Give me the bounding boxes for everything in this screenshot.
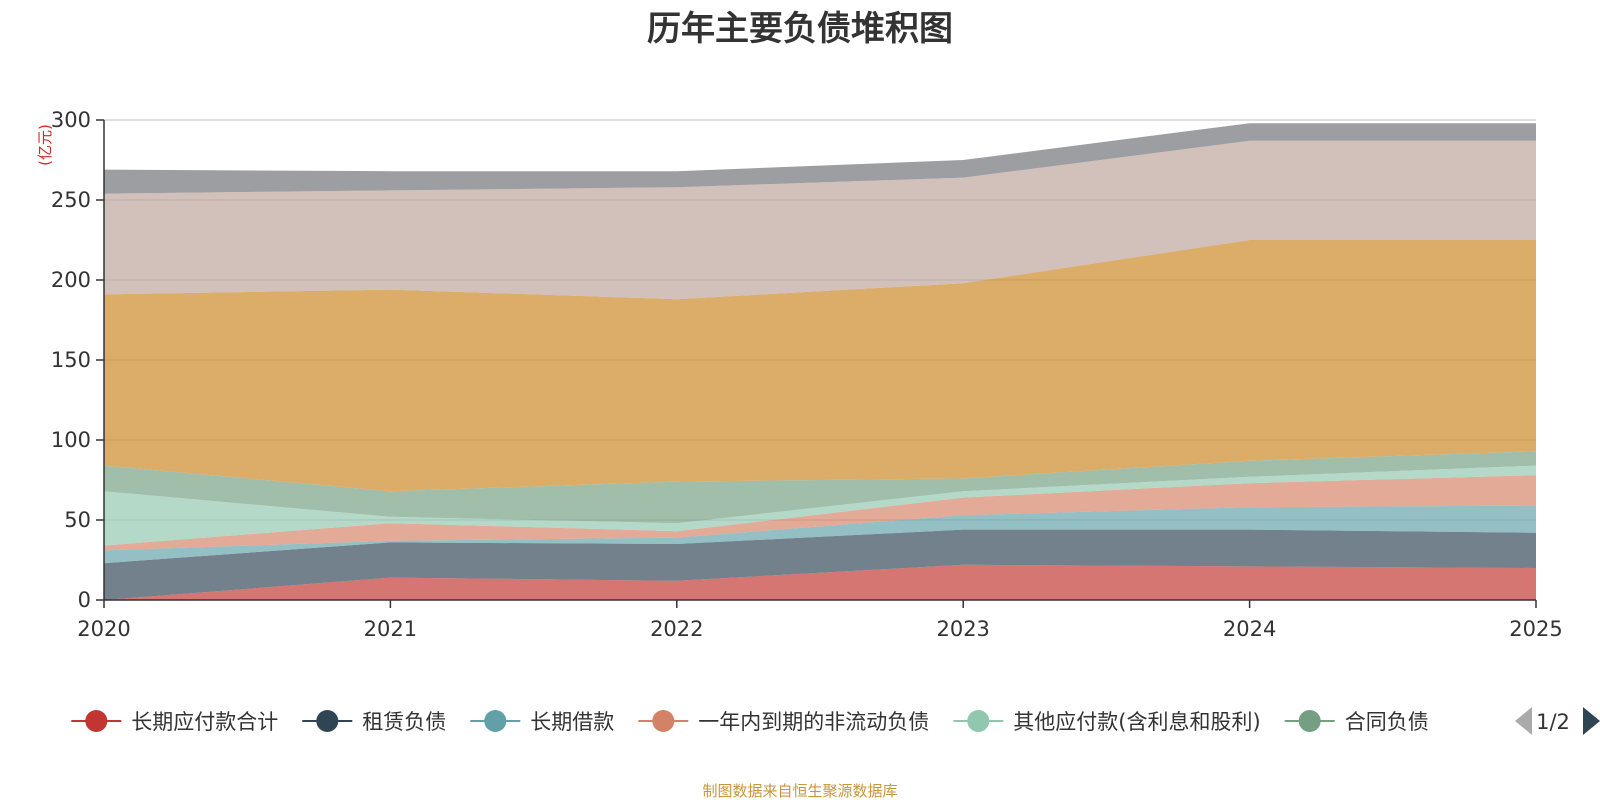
x-tick-label: 2023 [936,617,989,641]
legend-label: 其他应付款(含利息和股利) [1013,710,1260,734]
y-tick-label: 200 [51,268,91,292]
legend-label: 长期应付款合计 [131,710,278,734]
x-tick-label: 2022 [650,617,703,641]
area-一年内到期的非流动负债[interactable] [104,475,1536,551]
y-tick-label: 300 [51,108,91,132]
legend-item[interactable]: 长期应付款合计 [71,710,278,734]
legend-page-indicator: 1/2 [1536,710,1570,734]
legend-label: 一年内到期的非流动负债 [698,710,929,734]
legend-item[interactable]: 合同负债 [1284,710,1429,734]
legend-label: 租赁负债 [362,710,446,734]
axes: 0 50 100 150 200 250 300 2020 2021 2022 2023 2024 20… [51,108,1563,641]
legend-marker-icon [85,710,108,732]
legend: 长期应付款合计 租赁负债 长期借款 一年内到期的非流动负债 其他应付款(含利息和股利) 合… [71,710,1429,734]
area-租赁负债[interactable] [104,529,1536,600]
legend-label: 长期借款 [530,710,614,734]
x-tick-label: 2020 [77,617,130,641]
legend-marker-icon [316,710,339,732]
area-长期应付款合计[interactable] [104,564,1536,600]
legend-pager: 1/2 [1515,707,1600,735]
legend-marker-icon [652,710,675,732]
area-合同负债[interactable] [104,451,1536,524]
y-tick-label: 100 [51,428,91,452]
legend-prev-page-icon[interactable] [1515,707,1532,735]
x-tick-label: 2021 [364,617,417,641]
legend-item[interactable]: 租赁负债 [302,710,446,734]
y-tick-label: 150 [51,348,91,372]
area-series [104,123,1536,600]
chart-title: 历年主要负债堆积图 [647,9,953,49]
legend-item[interactable]: 其他应付款(含利息和股利) [953,710,1261,734]
data-source-note: 制图数据来自恒生聚源数据库 [702,782,897,800]
y-tick-label: 250 [51,188,91,212]
x-tick-label: 2024 [1223,617,1276,641]
legend-item[interactable]: 长期借款 [470,710,614,734]
legend-marker-icon [484,710,507,732]
area-其他[interactable] [104,123,1536,194]
legend-marker-icon [1298,710,1321,732]
y-axis-unit-label: (亿元) [36,124,54,166]
area-长期借款[interactable] [104,505,1536,564]
legend-marker-icon [967,710,990,732]
legend-next-page-icon[interactable] [1583,707,1600,735]
area-应付账款及票据[interactable] [104,240,1536,492]
x-tick-label: 2025 [1509,617,1562,641]
y-tick-label: 0 [78,588,91,612]
legend-label: 合同负债 [1345,710,1429,734]
area-短期借款[interactable] [104,140,1536,300]
y-tick-label: 50 [64,508,91,532]
legend-item[interactable]: 一年内到期的非流动负债 [638,710,929,734]
area-其他应付款(含利息和股利)[interactable] [104,465,1536,546]
